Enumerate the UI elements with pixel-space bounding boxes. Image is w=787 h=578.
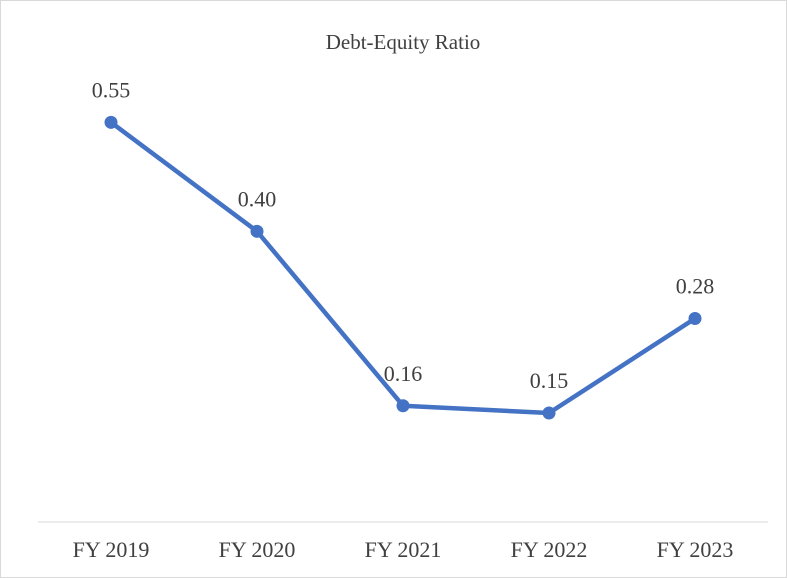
data-point	[396, 399, 410, 413]
data-point	[688, 312, 702, 326]
x-tick-label: FY 2020	[219, 537, 296, 562]
chart-title: Debt-Equity Ratio	[326, 30, 481, 54]
data-label: 0.40	[238, 186, 277, 211]
data-point	[104, 115, 118, 129]
x-tick-label: FY 2021	[365, 537, 442, 562]
data-label: 0.28	[676, 274, 715, 299]
data-point	[250, 224, 264, 238]
data-label: 0.16	[384, 361, 423, 386]
x-tick-label: FY 2019	[73, 537, 150, 562]
x-tick-label: FY 2022	[511, 537, 588, 562]
data-label: 0.15	[530, 368, 569, 393]
x-tick-label: FY 2023	[657, 537, 734, 562]
data-label: 0.55	[92, 77, 131, 102]
data-point	[542, 406, 556, 420]
